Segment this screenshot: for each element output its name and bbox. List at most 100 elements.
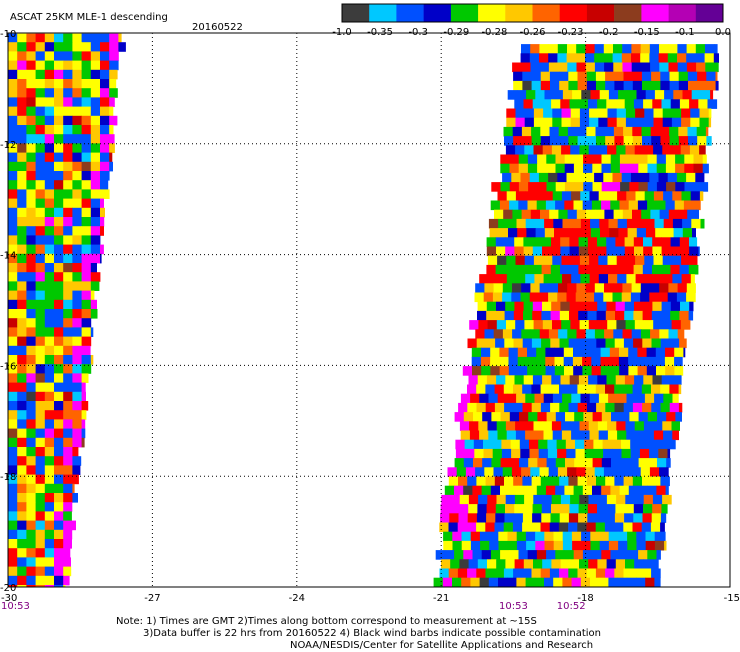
swath-cell (635, 393, 646, 404)
swath-cell (100, 207, 105, 218)
swath-cell (591, 366, 602, 376)
swath-cell (72, 263, 82, 273)
swath-cell (517, 228, 527, 238)
swath-cell (559, 310, 570, 321)
plot-frame (7, 32, 731, 588)
swath-cell (680, 375, 682, 385)
swath-cell (546, 412, 557, 422)
swath-cell (616, 320, 626, 330)
swath-cell (35, 437, 46, 448)
swath-cell (54, 152, 64, 163)
swath-cell (627, 531, 637, 542)
swath-cell (470, 393, 480, 404)
swath-cell (531, 126, 541, 137)
swath-cell (617, 191, 627, 201)
swath-cell (564, 485, 574, 496)
swath-cell (17, 42, 27, 52)
swath-cell (54, 33, 64, 43)
swath-cell (640, 292, 650, 303)
swath-cell (622, 467, 632, 477)
swath-cell (678, 384, 682, 395)
swath-cell (26, 419, 36, 429)
swath-cell (586, 209, 596, 220)
swath-cell (444, 550, 455, 560)
swath-cell (599, 577, 609, 588)
swath-cell (624, 504, 635, 514)
swath-cell (8, 134, 18, 144)
swath-cell (81, 88, 92, 98)
swath-cell (676, 292, 687, 303)
swath-cell (571, 274, 581, 284)
swath-cell (675, 412, 682, 422)
swath-cell (54, 189, 64, 199)
swath-cell (525, 218, 536, 229)
swath-cell (35, 134, 46, 144)
swath-cell (54, 309, 64, 319)
swath-cell (586, 384, 597, 395)
swath-cell (63, 364, 73, 374)
swath-cell (525, 191, 535, 201)
swath-cell (17, 309, 27, 319)
swath-cell (512, 62, 522, 73)
swath-cell (469, 320, 479, 330)
swath-cell (17, 474, 27, 485)
swath-cell (590, 218, 600, 229)
swath-cell (489, 540, 499, 551)
swath-cell (529, 448, 540, 459)
swath-cell (72, 42, 82, 52)
swath-cell (54, 529, 64, 540)
swath-cell (702, 154, 707, 165)
swath-cell (509, 412, 520, 422)
swath-cell (668, 283, 678, 293)
swath-cell (476, 338, 487, 349)
swath-cell (708, 108, 712, 119)
swath-cell (661, 237, 671, 247)
swath-cell (566, 292, 577, 303)
swath-cell (63, 180, 73, 190)
swath-cell (577, 71, 588, 82)
swath-cell (63, 465, 73, 475)
swath-cell (616, 145, 626, 155)
swath-cell (72, 382, 82, 393)
swath-cell (614, 338, 625, 349)
swath-cell (521, 329, 531, 339)
swath-cell (512, 329, 522, 339)
swath-cell (100, 115, 110, 126)
swath-cell (659, 62, 669, 73)
swath-cell (628, 550, 639, 560)
y-tick-label: -10 (0, 29, 16, 40)
swath-cell (606, 559, 617, 569)
swath-cell (63, 401, 73, 411)
swath-cell (118, 42, 126, 52)
swath-cell (35, 493, 46, 503)
swath-cell (8, 318, 18, 328)
swath-cell (477, 310, 487, 321)
swath-cell (585, 283, 596, 293)
swath-cell (687, 126, 698, 137)
swath-cell (668, 209, 679, 220)
swath-cell (444, 485, 455, 496)
swath-cell (681, 191, 692, 201)
x-tick-label: -15 (724, 593, 740, 604)
swath-cell (63, 272, 73, 282)
swath-cell (643, 421, 654, 431)
swath-cell (515, 108, 526, 119)
swath-cell (587, 338, 597, 349)
x-tick-label: -24 (289, 593, 305, 604)
swath-cell (44, 152, 55, 163)
swath-cell (81, 428, 86, 439)
swath-cell (17, 391, 27, 402)
swath-cell (612, 172, 623, 183)
swath-cell (17, 152, 27, 163)
swath-cell (509, 154, 520, 165)
swath-cell (693, 154, 704, 165)
swath-cell (588, 246, 598, 257)
swath-cell (632, 126, 642, 137)
swath-cell (561, 430, 572, 441)
swath-cell (553, 90, 564, 100)
swath-cell (669, 402, 680, 413)
swath-cell (580, 430, 590, 441)
swath-cell (608, 531, 619, 542)
swath-cell (521, 62, 531, 73)
swath-cell (563, 356, 574, 367)
